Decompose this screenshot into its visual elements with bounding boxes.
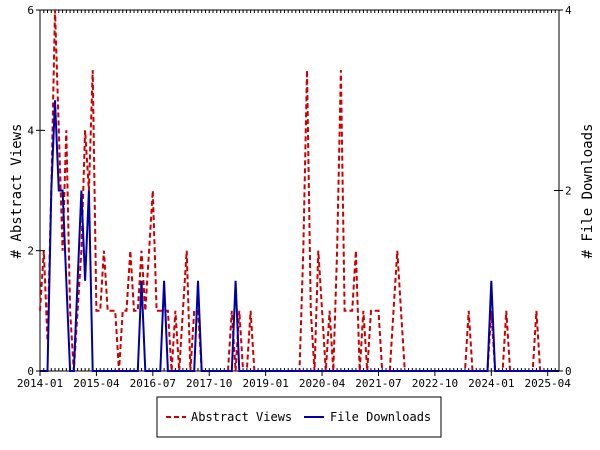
y-left-tick-label: 2 — [27, 245, 34, 258]
plot-frame — [39, 9, 560, 372]
legend-label-file-downloads: File Downloads — [330, 410, 431, 424]
y-left-tick-label: 4 — [27, 124, 34, 137]
y-left-tick-label: 6 — [27, 4, 34, 17]
y-right-tick-label: 2 — [565, 185, 572, 198]
y-left-tick-label: 0 — [27, 365, 34, 378]
x-tick-label: 2021-07 — [355, 377, 401, 390]
x-tick-label: 2022-10 — [412, 377, 458, 390]
x-tick-label: 2016-07 — [130, 377, 176, 390]
y-axis-right-title: # File Downloads — [580, 124, 596, 259]
x-axis: 2014-01 2015-04 2016-07 2017-10 2019-01 2020-… — [17, 371, 571, 390]
legend-label-abstract-views: Abstract Views — [191, 410, 292, 424]
plot-area — [39, 9, 560, 372]
x-tick-label: 2015-04 — [73, 377, 120, 390]
x-tick-label: 2020-04 — [299, 377, 346, 390]
x-tick-label: 2019-01 — [242, 377, 288, 390]
x-tick-label: 2014-01 — [17, 377, 63, 390]
y-axis-right: 0 2 4 — [554, 4, 572, 378]
x-tick-label: 2024-01 — [468, 377, 514, 390]
y-axis-left: 0 2 4 6 — [27, 4, 45, 378]
series-line-file-downloads — [40, 100, 559, 372]
x-tick-label: 2017-10 — [186, 377, 232, 390]
y-right-tick-label: 4 — [565, 4, 572, 17]
y-axis-left-title: # Abstract Views — [9, 124, 25, 259]
y-right-tick-label: 0 — [565, 365, 572, 378]
x-tick-label: 2025-04 — [525, 377, 572, 390]
legend-box — [156, 396, 442, 438]
legend: Abstract Views File Downloads — [156, 396, 442, 438]
